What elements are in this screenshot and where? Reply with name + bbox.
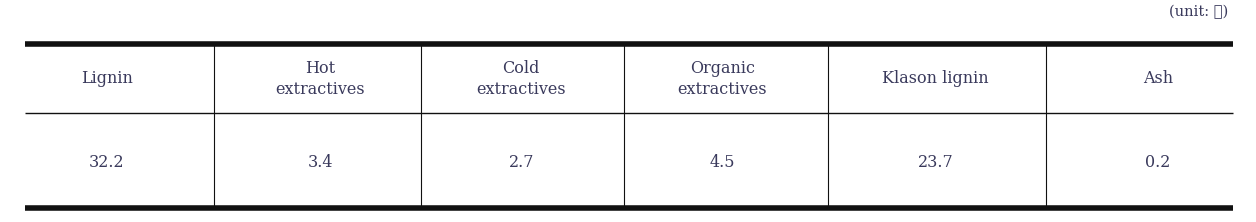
Text: 23.7: 23.7: [918, 154, 953, 170]
Text: Klason lignin: Klason lignin: [883, 70, 988, 87]
Text: Hot
extractives: Hot extractives: [275, 60, 365, 98]
Text: 3.4: 3.4: [308, 154, 333, 170]
Text: 2.7: 2.7: [509, 154, 534, 170]
Text: (unit: ％): (unit: ％): [1169, 4, 1228, 19]
Text: 4.5: 4.5: [710, 154, 735, 170]
Text: 0.2: 0.2: [1145, 154, 1171, 170]
Text: Ash: Ash: [1143, 70, 1173, 87]
Text: Organic
extractives: Organic extractives: [677, 60, 767, 98]
Text: 32.2: 32.2: [89, 154, 124, 170]
Text: Lignin: Lignin: [80, 70, 133, 87]
Text: Cold
extractives: Cold extractives: [476, 60, 566, 98]
